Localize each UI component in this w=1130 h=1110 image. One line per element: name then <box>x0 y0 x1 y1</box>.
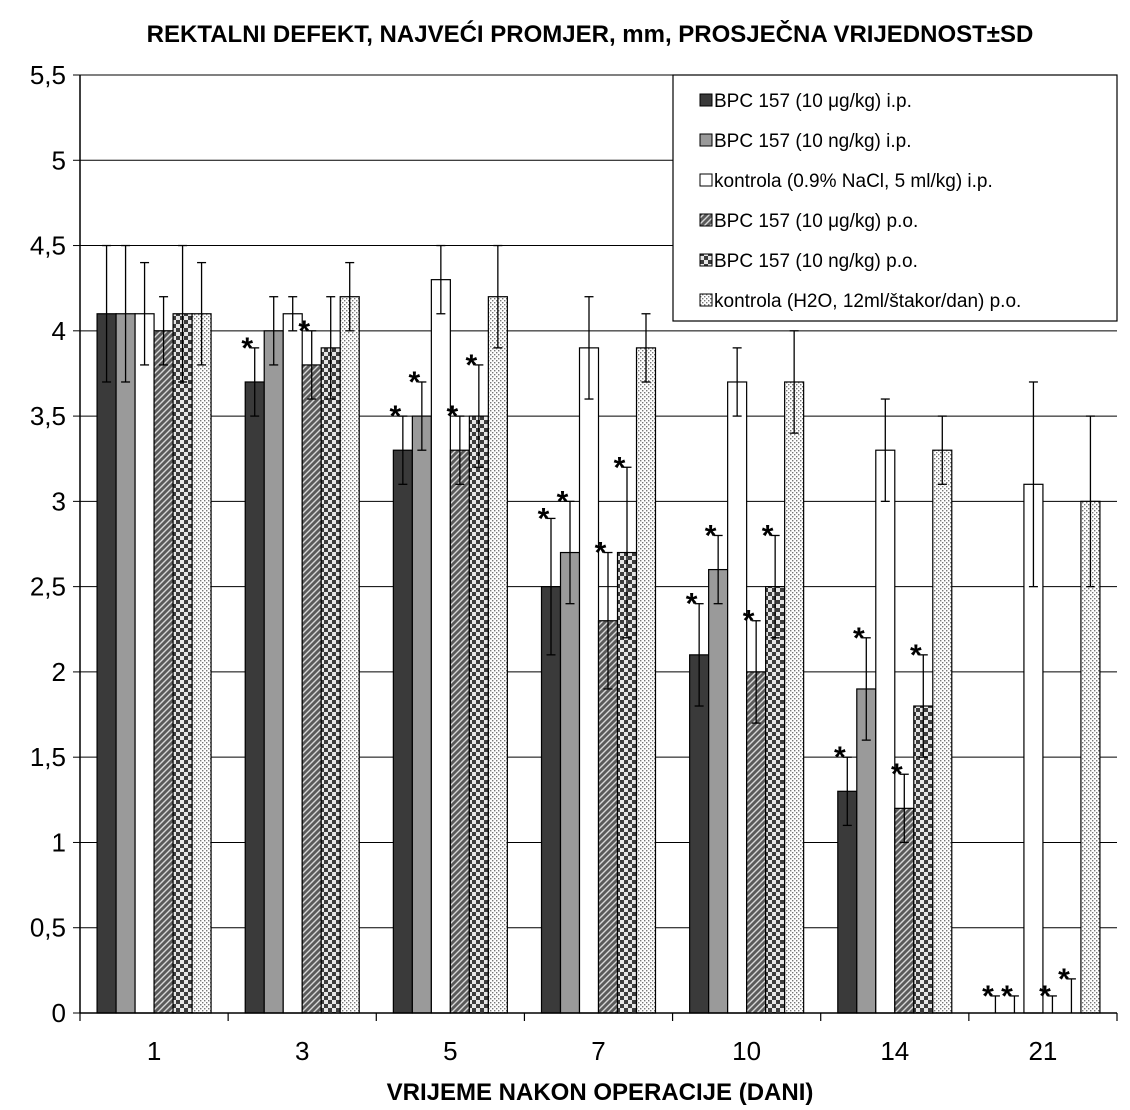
y-axis-ticks: 0 0,5 1 1,5 2 2,5 3 3,5 4 4,5 5 5,5 <box>30 60 80 1028</box>
bar <box>153 330 174 1014</box>
legend-swatch <box>699 93 713 107</box>
legend: BPC 157 (10 μg/kg) i.p. BPC 157 (10 ng/kg… <box>672 74 1118 322</box>
significance-marker: * <box>910 639 922 672</box>
y-tick-label: 4,5 <box>30 231 66 261</box>
legend-label: kontrola (H2O, 12ml/štakor/dan) p.o. <box>714 291 1021 312</box>
significance-marker: * <box>447 400 459 433</box>
bar <box>320 347 341 1014</box>
legend-item: kontrola (0.9% NaCl, 5 ml/kg) i.p. <box>699 171 993 192</box>
significance-marker: * <box>466 349 478 382</box>
legend-item: BPC 157 (10 ng/kg) p.o. <box>699 251 918 272</box>
legend-item: BPC 157 (10 ng/kg) i.p. <box>699 131 912 152</box>
y-tick-label: 3,5 <box>30 401 66 431</box>
x-tick-label: 14 <box>880 1036 909 1066</box>
legend-label: BPC 157 (10 ng/kg) p.o. <box>714 251 918 272</box>
bar <box>765 586 786 1014</box>
significance-marker: * <box>538 502 550 535</box>
significance-marker: * <box>614 451 626 484</box>
bar <box>191 313 212 1014</box>
bar <box>282 313 303 1014</box>
error-bars <box>102 244 1095 1013</box>
y-tick-label: 2 <box>52 657 66 687</box>
bar <box>339 296 360 1014</box>
significance-marker: * <box>595 537 607 570</box>
legend-label: BPC 157 (10 μg/kg) i.p. <box>714 91 912 112</box>
y-tick-label: 0,5 <box>30 913 66 943</box>
bar <box>115 313 136 1014</box>
y-tick-label: 3 <box>52 486 66 516</box>
significance-marker: * <box>891 758 903 791</box>
significance-marker: * <box>834 741 846 774</box>
y-tick-label: 2,5 <box>30 572 66 602</box>
x-tick-label: 5 <box>443 1036 457 1066</box>
legend-swatch <box>699 133 713 147</box>
significance-marker: * <box>1058 963 1070 996</box>
bar <box>784 381 805 1014</box>
bar <box>430 279 451 1014</box>
legend-swatch <box>699 293 713 307</box>
bar <box>708 568 729 1014</box>
significance-marker: * <box>241 332 253 365</box>
y-tick-label: 1,5 <box>30 742 66 772</box>
legend-label: kontrola (0.9% NaCl, 5 ml/kg) i.p. <box>714 171 993 192</box>
bar <box>932 449 953 1014</box>
x-tick-label: 10 <box>732 1036 761 1066</box>
x-axis-ticks: 1 3 5 7 10 14 21 <box>79 1013 1118 1066</box>
bar <box>172 313 193 1014</box>
y-tick-label: 5,5 <box>30 60 66 90</box>
bar <box>392 449 413 1014</box>
significance-marker: * <box>853 622 865 655</box>
x-tick-label: 7 <box>591 1036 605 1066</box>
legend-swatch <box>699 213 713 227</box>
significance-marker: * <box>743 605 755 638</box>
significance-marker: * <box>1001 980 1013 1013</box>
y-tick-label: 0 <box>52 998 66 1028</box>
bar <box>449 449 470 1014</box>
y-tick-label: 5 <box>52 145 66 175</box>
y-tick-label: 4 <box>52 316 66 346</box>
x-axis-label: VRIJEME NAKON OPERACIJE (DANI) <box>387 1079 814 1106</box>
significance-marker: * <box>557 485 569 518</box>
x-tick-label: 3 <box>295 1036 309 1066</box>
bar <box>727 381 748 1014</box>
legend-swatch <box>699 253 713 267</box>
legend-item: BPC 157 (10 μg/kg) i.p. <box>699 91 912 112</box>
significance-marker: * <box>982 980 994 1013</box>
significance-marker: * <box>390 400 402 433</box>
bar <box>134 313 155 1014</box>
bar <box>301 364 322 1014</box>
significance-marker: * <box>1039 980 1051 1013</box>
bar <box>578 347 600 1014</box>
legend-box <box>672 74 1118 322</box>
axes <box>79 75 1117 1014</box>
bar <box>411 415 432 1014</box>
legend-label: BPC 157 (10 μg/kg) p.o. <box>714 211 918 232</box>
bar <box>689 654 710 1014</box>
y-tick-label: 1 <box>52 827 66 857</box>
legend-item: kontrola (H2O, 12ml/štakor/dan) p.o. <box>699 291 1021 312</box>
bars <box>96 279 1101 1014</box>
bar <box>468 415 489 1014</box>
significance-markers: ********************** <box>241 315 1070 1013</box>
x-tick-label: 1 <box>147 1036 161 1066</box>
x-tick-label: 21 <box>1028 1036 1057 1066</box>
bar <box>96 313 117 1014</box>
legend-item: BPC 157 (10 μg/kg) p.o. <box>699 211 918 232</box>
bar <box>244 381 265 1014</box>
legend-label: BPC 157 (10 ng/kg) i.p. <box>714 131 912 152</box>
bar <box>875 449 896 1014</box>
legend-swatch <box>699 173 713 187</box>
significance-marker: * <box>686 588 698 621</box>
significance-marker: * <box>409 366 421 399</box>
chart-title: REKTALNI DEFEKT, NAJVEĆI PROMJER, mm, PR… <box>147 20 1034 48</box>
significance-marker: * <box>705 519 717 552</box>
significance-marker: * <box>762 519 774 552</box>
significance-marker: * <box>298 315 310 348</box>
bar <box>559 551 581 1014</box>
bar <box>263 330 284 1014</box>
bar <box>635 347 657 1014</box>
bar <box>487 296 508 1014</box>
